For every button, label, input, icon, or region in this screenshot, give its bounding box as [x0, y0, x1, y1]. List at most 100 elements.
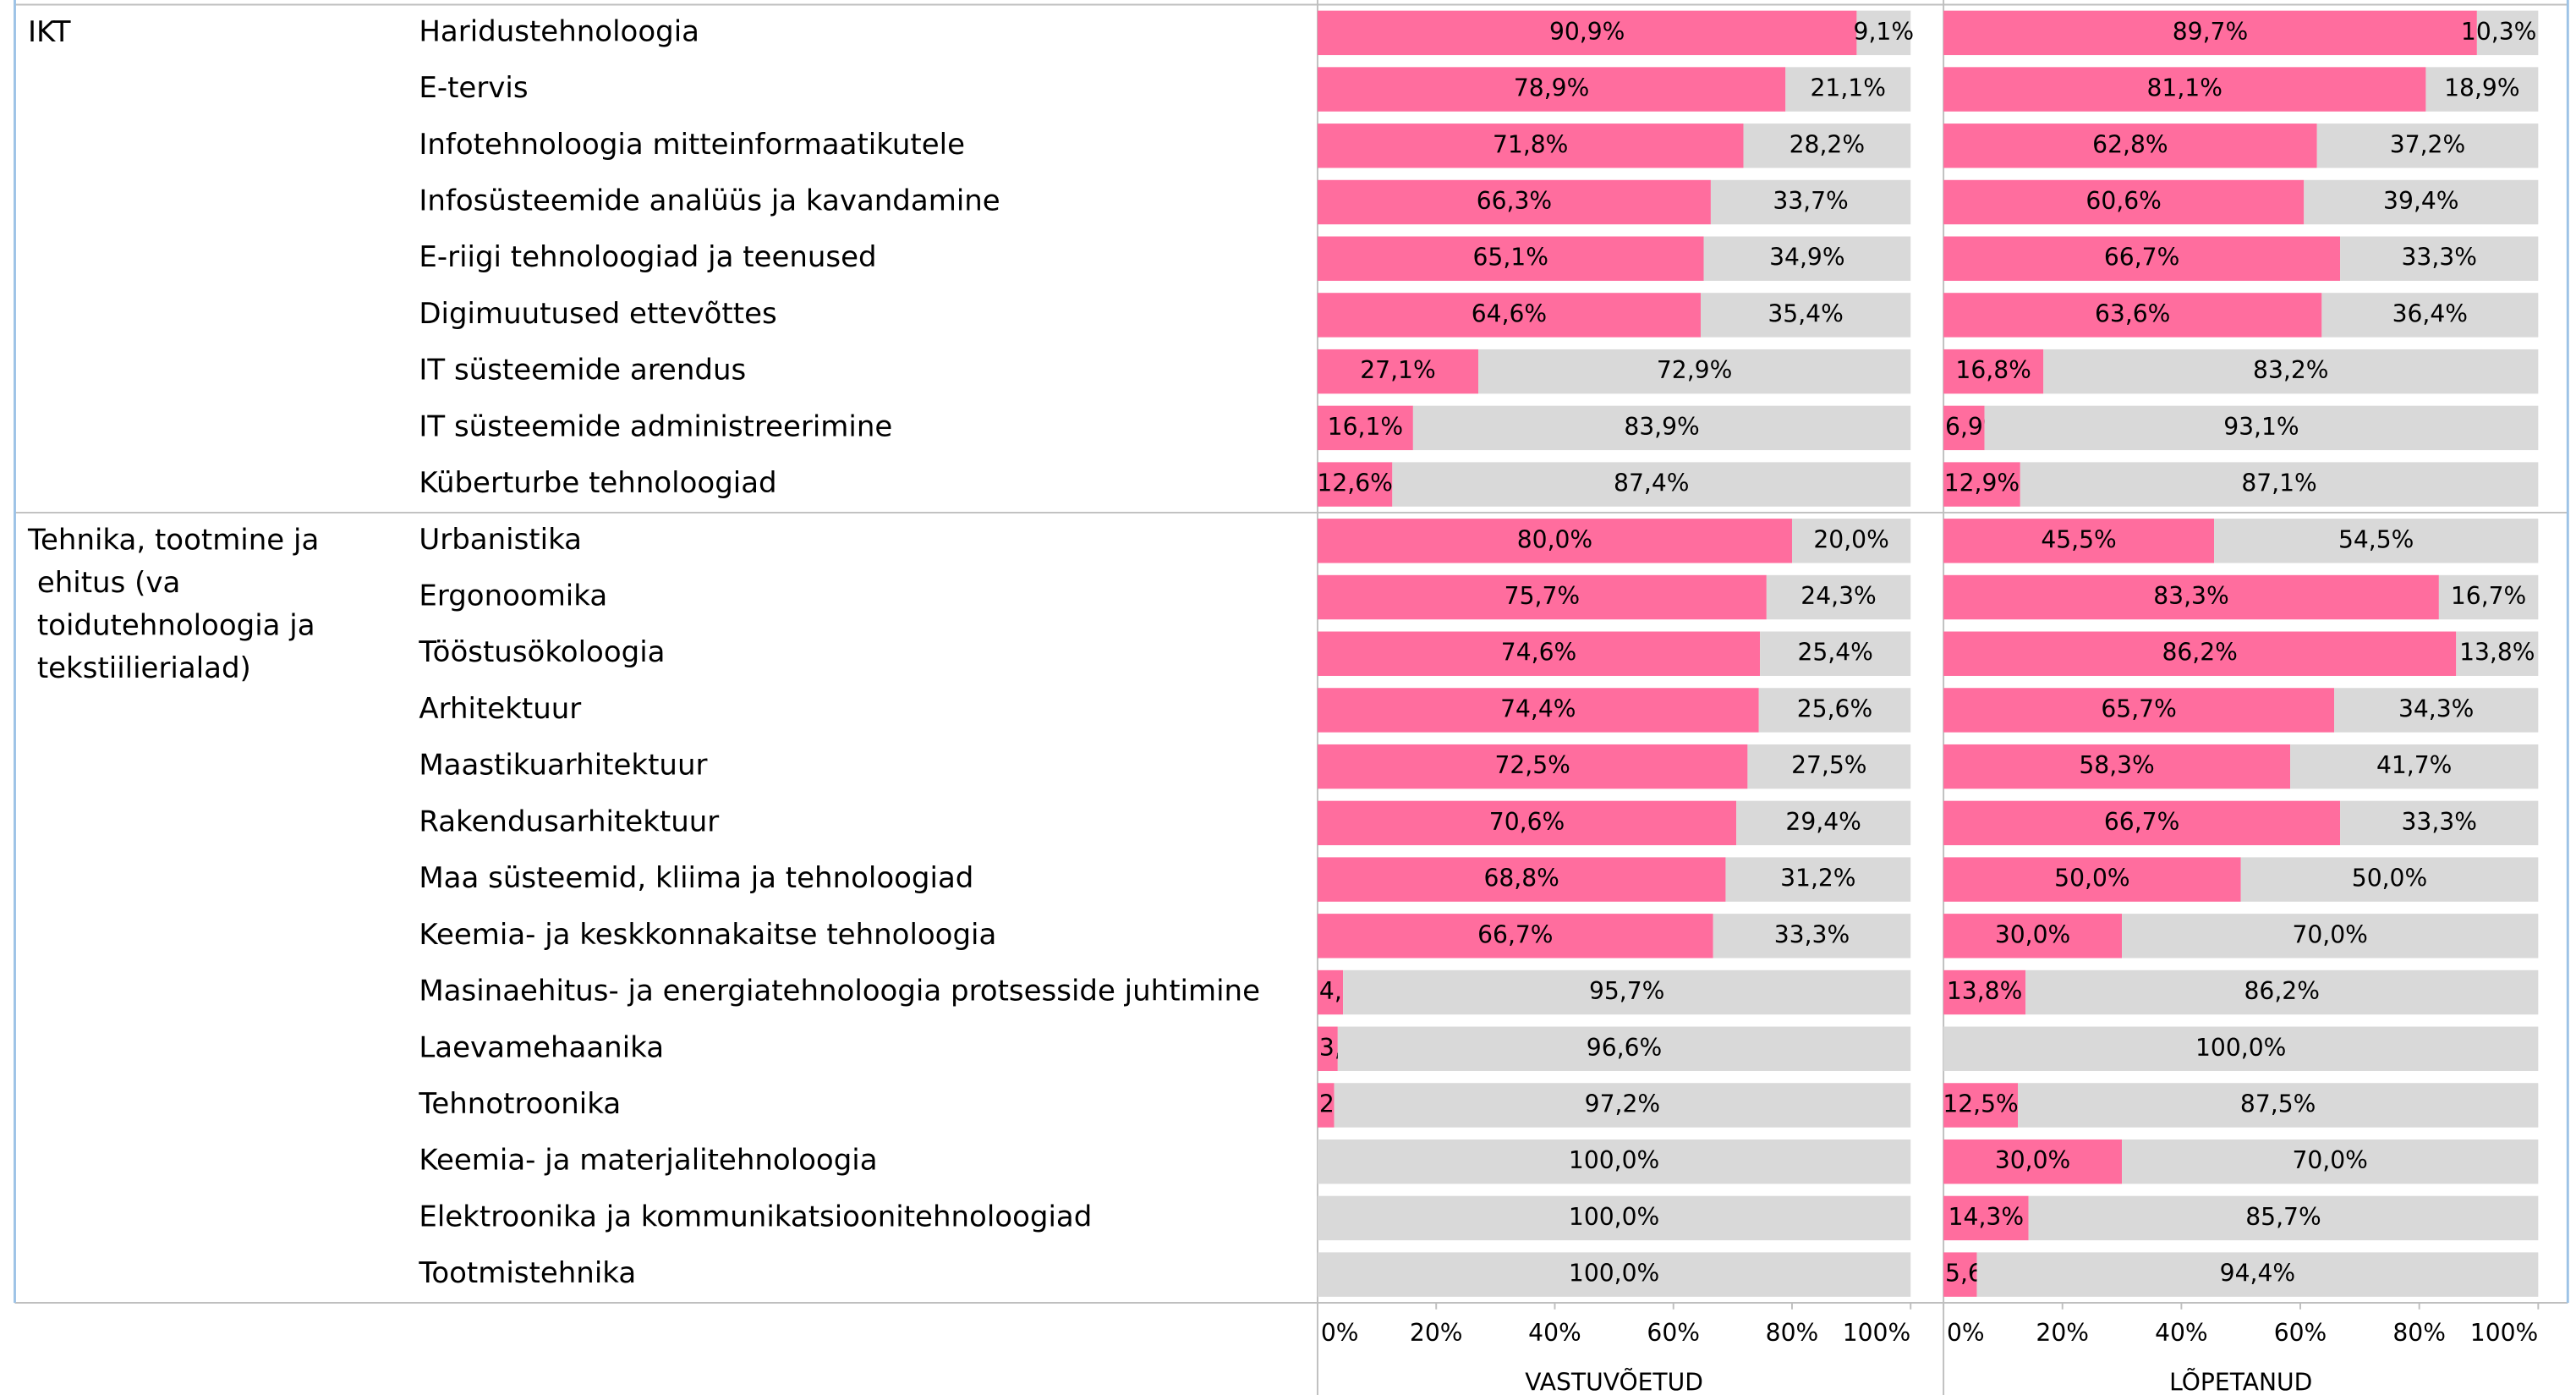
value-label: 74,6%: [1501, 639, 1576, 667]
bar-segment: [1317, 969, 1344, 1015]
bar-segment: [1758, 688, 1911, 733]
bar-segment: [1317, 462, 1393, 507]
x-tick-label: 100%: [1843, 1319, 1911, 1347]
value-label: 83,3%: [2153, 582, 2228, 610]
category-label: Urbanistika: [419, 523, 582, 557]
value-label: 34,9%: [1769, 244, 1844, 272]
bar-segment: [1943, 124, 2317, 168]
value-label: 83,2%: [2253, 356, 2328, 384]
value-label: 81,1%: [2147, 74, 2222, 102]
value-label: 68,8%: [1483, 865, 1559, 892]
value-label: 66,7%: [2104, 808, 2179, 836]
bar-segment: [1943, 67, 2426, 112]
value-label: 65,1%: [1473, 244, 1548, 272]
bar-segment: [1943, 914, 2123, 958]
value-label: 100,0%: [1569, 1203, 1659, 1231]
bar-segment: [1856, 10, 1911, 56]
bar-segment: [1943, 349, 2044, 394]
category-label: Maastikuarhitektuur: [419, 749, 707, 783]
bar-segment: [2304, 179, 2539, 225]
bar-segment: [2476, 10, 2539, 56]
value-label: 64,6%: [1472, 299, 1547, 327]
value-label: 70,6%: [1489, 808, 1565, 836]
bar-segment: [1943, 1083, 2019, 1128]
category-label: Ergonoomika: [419, 579, 607, 613]
category-label: E-riigi tehnoloogiad ja teenused: [419, 240, 876, 274]
value-label: 12,6%: [1317, 470, 1392, 497]
bar-segment: [2122, 914, 2539, 958]
value-label: 25,4%: [1797, 639, 1872, 667]
value-label: 50,0%: [2054, 865, 2129, 892]
value-label: 12,5%: [1943, 1090, 2018, 1118]
value-label: 50,0%: [2352, 865, 2427, 892]
value-label: 93,1%: [2223, 413, 2299, 441]
bar-segment: [2290, 744, 2539, 789]
value-label: 37,2%: [2390, 130, 2465, 158]
bar-segment: [2043, 349, 2539, 394]
value-label: 86,2%: [2162, 639, 2237, 667]
bar-segment: [1747, 744, 1911, 789]
value-label: 72,5%: [1494, 751, 1570, 779]
value-label: 45,5%: [2041, 525, 2116, 553]
bar-segment: [1317, 67, 1786, 112]
value-label: 39,4%: [2383, 187, 2458, 215]
x-tick-label: 0%: [1321, 1319, 1359, 1347]
value-label: 35,4%: [1768, 299, 1843, 327]
bar-segment: [1317, 574, 1767, 620]
bar-segment: [1785, 67, 1911, 112]
value-label: 28,2%: [1789, 130, 1865, 158]
bar-segment: [1317, 1195, 1911, 1241]
x-tick-label: 80%: [1766, 1319, 1819, 1347]
bar-segment: [1943, 800, 2341, 846]
bar-segment: [1943, 688, 2335, 733]
bar-segment: [2020, 462, 2539, 507]
x-tick-label: 40%: [1528, 1319, 1581, 1347]
value-label: 33,3%: [1774, 920, 1850, 948]
bar-segment: [1943, 574, 2439, 620]
bar-segment: [1392, 462, 1911, 507]
value-label: 12,9%: [1944, 470, 2020, 497]
bar-segment: [1943, 405, 1985, 451]
bar-segment: [1478, 349, 1911, 394]
value-label: 36,4%: [2392, 299, 2468, 327]
value-label: 14,3%: [1948, 1203, 2024, 1231]
value-label: 10,3%: [2461, 18, 2536, 46]
bar-segment: [1317, 1083, 1335, 1128]
bar-segment: [2028, 1195, 2539, 1241]
bar-segment: [1317, 293, 1701, 338]
bar-segment: [1743, 124, 1911, 168]
bar-segment: [1317, 519, 1792, 563]
bar-segment: [2334, 688, 2539, 733]
bar-segment: [1760, 631, 1911, 676]
bar-segment: [1943, 10, 2477, 56]
value-label: 30,0%: [1995, 1146, 2070, 1174]
bar-segment: [1317, 914, 1713, 958]
bar-segment: [1317, 631, 1761, 676]
group-label-line: tekstiilierialad): [28, 651, 251, 684]
bar-segment: [1943, 857, 2241, 902]
value-label: 70,0%: [2292, 920, 2367, 948]
bar-segment: [1943, 462, 2020, 507]
value-label: 70,0%: [2292, 1146, 2367, 1174]
value-label: 80,0%: [1517, 525, 1592, 553]
category-label: Haridustehnoloogia: [419, 14, 699, 48]
category-label: Rakendusarhitektuur: [419, 805, 719, 838]
value-label: 34,3%: [2398, 695, 2474, 722]
value-label: 75,7%: [1504, 582, 1580, 610]
value-label: 96,6%: [1587, 1034, 1662, 1062]
value-label: 41,7%: [2376, 751, 2452, 779]
bar-segment: [1317, 179, 1711, 225]
category-label: Tööstusökoloogia: [418, 635, 665, 669]
bar-segment: [1317, 744, 1748, 789]
bar-segment: [1943, 236, 2341, 281]
bar-segment: [2025, 969, 2539, 1015]
value-label: 71,8%: [1493, 130, 1568, 158]
value-label: 87,4%: [1614, 470, 1689, 497]
value-label: 60,6%: [2085, 187, 2161, 215]
x-tick-label: 20%: [2036, 1319, 2089, 1347]
category-label: Elektroonika ja kommunikatsioonitehnoloo…: [419, 1200, 1092, 1233]
bar-segment: [1710, 179, 1911, 225]
category-label: IT süsteemide administreerimine: [419, 409, 892, 443]
value-label: 100,0%: [1569, 1260, 1659, 1288]
